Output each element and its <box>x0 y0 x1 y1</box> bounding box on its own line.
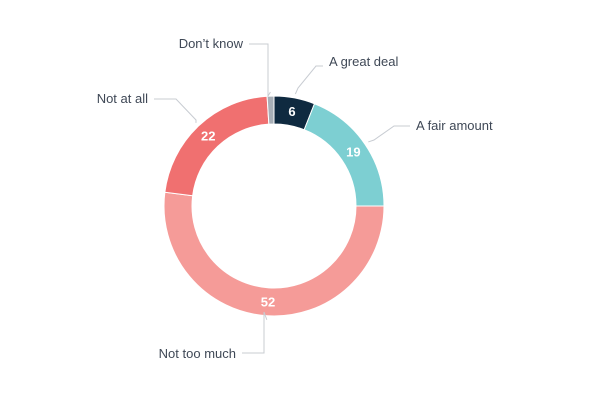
leader-line-don-t-know <box>249 43 271 98</box>
value-label-a-great-deal: 6 <box>288 104 295 119</box>
slice-a-fair-amount <box>303 103 385 207</box>
category-label-don-t-know: Don’t know <box>179 36 244 51</box>
leader-line-a-great-deal <box>294 65 323 95</box>
value-labels-layer: 6 19 52 22 <box>201 104 361 309</box>
leader-line-not-at-all <box>154 98 197 123</box>
category-label-not-too-much: Not too much <box>159 346 236 361</box>
value-label-not-at-all: 22 <box>201 129 215 144</box>
leader-line-not-too-much <box>242 311 268 354</box>
value-label-a-fair-amount: 19 <box>346 145 360 160</box>
category-labels-layer: A great deal A fair amount Not too much Not… <box>97 36 493 361</box>
leader-line-a-fair-amount <box>368 125 410 143</box>
category-label-not-at-all: Not at all <box>97 91 148 106</box>
slice-not-at-all <box>164 95 270 197</box>
slice-not-too-much <box>163 191 385 317</box>
slices-layer <box>163 95 385 317</box>
slice-don-t-know <box>266 95 275 125</box>
value-label-not-too-much: 52 <box>261 294 275 309</box>
category-label-a-great-deal: A great deal <box>329 54 398 69</box>
category-label-a-fair-amount: A fair amount <box>416 118 493 133</box>
leader-lines-layer <box>154 43 410 354</box>
